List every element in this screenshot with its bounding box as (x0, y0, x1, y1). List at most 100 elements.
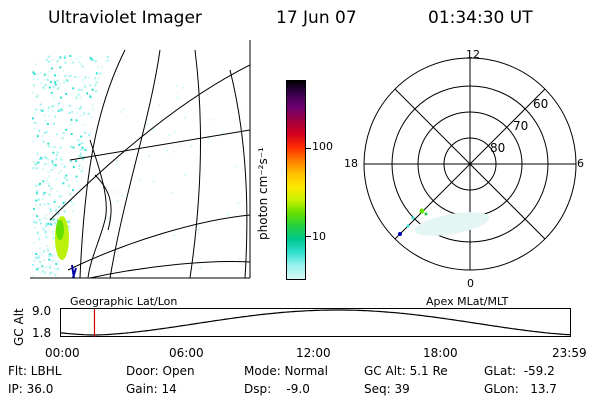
emission-dot (68, 112, 71, 115)
emission-dot (92, 58, 95, 61)
emission-dot (80, 89, 83, 91)
emission-dot (38, 234, 41, 237)
status-gc-alt: GC Alt: 5.1 Re (364, 364, 448, 378)
emission-dot (84, 149, 87, 151)
emission-dot (50, 91, 53, 94)
colorbar-tick-100: 100 (312, 140, 333, 153)
emission-dot (56, 254, 59, 257)
emission-dot (53, 167, 55, 170)
emission-dot (95, 81, 98, 84)
emission-dot (116, 191, 119, 193)
emission-dot (50, 254, 53, 257)
time-tick-2359: 23:59 (552, 346, 587, 360)
emission-dot (32, 161, 35, 164)
emission-dot (34, 226, 37, 229)
emission-dot (36, 73, 39, 76)
polar-emission-spot-3 (411, 216, 415, 220)
emission-dot (44, 272, 47, 275)
emission-dot (32, 167, 35, 170)
emission-dot (54, 74, 56, 77)
emission-dot (32, 274, 35, 277)
emission-dot (75, 96, 78, 99)
emission-dot (79, 63, 82, 65)
emission-dot (35, 108, 38, 111)
emission-dot (47, 222, 50, 225)
emission-dot (41, 265, 44, 268)
emission-dot (33, 112, 36, 115)
emission-dot (69, 160, 72, 163)
emission-dot (42, 227, 45, 230)
emission-dot (55, 263, 58, 266)
emission-dot (53, 254, 56, 257)
emission-dot (62, 132, 65, 134)
emission-dot (63, 177, 66, 180)
emission-dot (57, 74, 60, 77)
emission-dot (84, 85, 87, 88)
status-mode: Mode: Normal (244, 364, 328, 378)
emission-dot (40, 222, 42, 225)
emission-dot (47, 109, 50, 112)
emission-dot (77, 61, 80, 64)
emission-dot (48, 184, 51, 187)
emission-dot (33, 121, 36, 124)
emission-dot (53, 164, 56, 167)
colorbar-tickmark-10 (306, 236, 311, 237)
polar-track-marker (398, 232, 402, 236)
emission-dot (70, 145, 72, 148)
emission-dot (76, 57, 79, 60)
emission-dot (62, 204, 65, 207)
mlat-label-70: 70 (513, 119, 529, 133)
emission-dot (45, 59, 48, 61)
emission-dot (35, 253, 38, 255)
status-seq: Seq: 39 (364, 382, 410, 396)
emission-dot (55, 133, 58, 136)
emission-dot (44, 231, 47, 234)
emission-dot (45, 130, 48, 133)
emission-dot (45, 217, 48, 220)
emission-dot (197, 228, 200, 231)
emission-dot (62, 182, 65, 185)
lat-lon-grid (49, 49, 250, 279)
emission-dot (53, 122, 55, 125)
emission-dot (43, 78, 46, 81)
emission-dot (82, 167, 85, 170)
emission-dot (38, 158, 41, 161)
time-tick-1800: 18:00 (423, 346, 458, 360)
emission-dot (43, 114, 46, 117)
emission-dot (63, 200, 66, 203)
altitude-track-plot (60, 308, 572, 337)
emission-dot (63, 80, 66, 83)
emission-dot (44, 214, 47, 217)
emission-dot (68, 104, 71, 107)
emission-dot (54, 83, 57, 86)
emission-dot (59, 146, 62, 149)
emission-dot (32, 264, 35, 266)
emission-dot (145, 123, 148, 126)
emission-dot (209, 118, 212, 121)
emission-dot (119, 111, 122, 113)
emission-dot (49, 263, 52, 266)
emission-dot (122, 108, 125, 111)
colorbar (286, 80, 306, 280)
emission-dot (68, 228, 71, 231)
emission-dot (44, 156, 47, 158)
emission-dot (47, 106, 50, 109)
emission-dot (42, 217, 45, 220)
emission-dot (38, 267, 41, 269)
emission-dot (82, 158, 85, 160)
emission-dot (94, 60, 97, 63)
emission-dot (54, 199, 57, 202)
emission-dot (44, 120, 47, 122)
emission-dot (116, 159, 119, 162)
emission-dot (40, 82, 43, 85)
emission-dot (42, 180, 45, 183)
emission-dot (32, 91, 35, 94)
emission-dot (82, 124, 85, 127)
emission-dot (62, 202, 65, 204)
emission-dot (43, 163, 46, 166)
emission-dot (75, 160, 77, 163)
emission-dot (97, 66, 100, 69)
emission-dot (48, 182, 51, 185)
emission-dot (79, 142, 82, 145)
emission-dot (63, 81, 66, 84)
